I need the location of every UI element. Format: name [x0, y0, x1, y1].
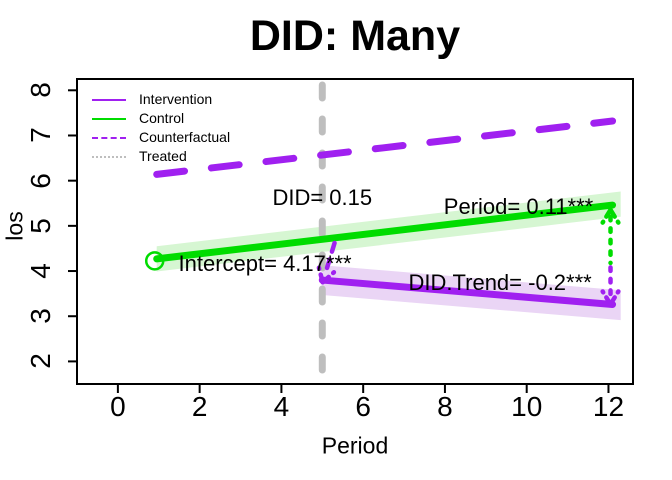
series-line-intervention [318, 276, 617, 308]
legend-line-sample-control [92, 117, 126, 120]
legend-item: Treated [92, 147, 230, 166]
x-tick-label: 4 [273, 391, 290, 422]
chart-title: DID: Many [249, 12, 461, 60]
y-tick-label: 7 [25, 127, 56, 144]
annotation: DID= 0.15 [272, 184, 373, 210]
x-axis-label: Period [321, 432, 389, 459]
legend-item-label: Control [139, 110, 185, 126]
effect-gap-arrow-green-head [600, 207, 613, 225]
legend-item-label: Counterfactual [139, 129, 231, 145]
treatment-drop-arrow-head [320, 270, 337, 285]
x-tick-label: 0 [110, 391, 126, 422]
series-line-counterfactual [153, 117, 617, 178]
legend-line-sample-intervention [92, 98, 126, 101]
y-tick-label: 3 [25, 308, 56, 325]
x-tick-label: 10 [511, 391, 543, 422]
y-tick-label: 2 [25, 353, 56, 370]
x-tick-label: 2 [191, 391, 208, 422]
treatment-drop-arrow [322, 240, 337, 278]
annotation: DID.Trend= -0.2*** [408, 269, 592, 295]
series-line-control [153, 201, 617, 263]
y-tick-label: 4 [25, 263, 56, 279]
legend-item: Counterfactual [92, 128, 230, 147]
legend-item: Intervention [92, 90, 230, 109]
legend-item-label: Treated [139, 148, 187, 164]
legend-line-sample-treated [92, 155, 126, 158]
annotation: Period= 0.11*** [443, 193, 594, 219]
y-axis-label: los [1, 211, 28, 241]
legend-item: Control [92, 109, 230, 128]
legend-line-sample-counterfactual [92, 136, 126, 139]
legend-item-label: Intervention [139, 91, 213, 107]
effect-gap-arrow-purple-head [608, 289, 621, 307]
x-tick-label: 6 [355, 391, 371, 422]
x-tick-label: 8 [437, 391, 453, 422]
y-tick-label: 5 [25, 218, 56, 234]
intercept-marker [144, 251, 165, 271]
plot-frame [76, 78, 634, 385]
legend: Intervention Control Counterfactual Treated [92, 90, 230, 166]
x-tick-label: 12 [592, 391, 625, 422]
annotation: Intercept= 4.17*** [178, 250, 352, 276]
y-tick-label: 6 [25, 172, 56, 189]
y-tick-label: 8 [25, 82, 56, 99]
